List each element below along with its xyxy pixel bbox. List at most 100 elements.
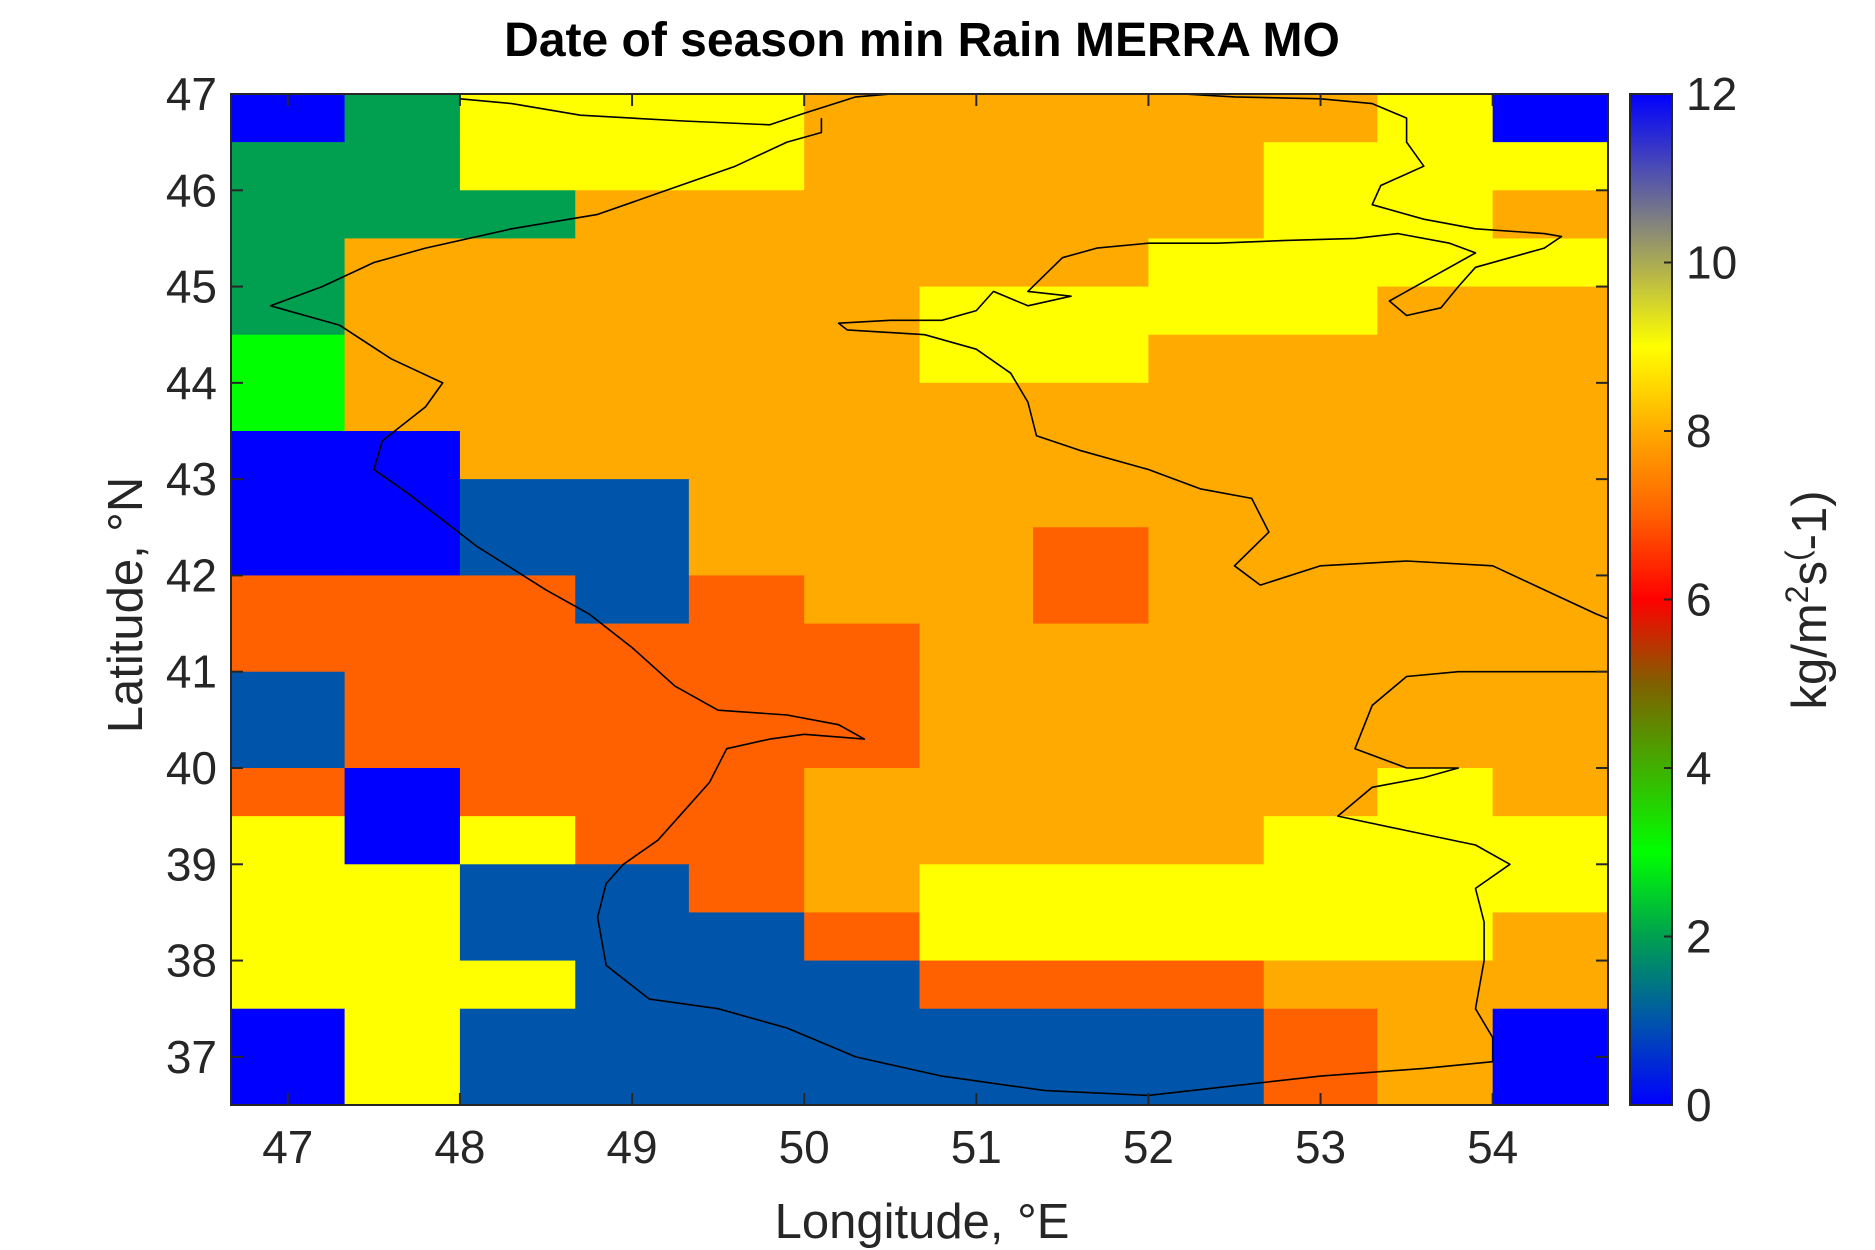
y-tick-label: 45	[166, 261, 217, 313]
heatmap-cell	[688, 142, 805, 191]
heatmap-cell	[1377, 190, 1494, 240]
heatmap-cell	[919, 334, 1034, 384]
heatmap-cell	[1492, 816, 1609, 865]
heatmap-cell	[804, 960, 921, 1010]
heatmap-cell	[804, 142, 921, 191]
colorbar-tick-label: 6	[1686, 574, 1712, 626]
y-tick-label: 37	[166, 1031, 217, 1083]
heatmap-cell	[344, 190, 461, 240]
heatmap-cell	[1492, 431, 1609, 480]
heatmap-cell	[919, 864, 1034, 914]
heatmap-cell	[575, 1008, 690, 1058]
heatmap-cell	[1492, 960, 1609, 1010]
heatmap-cell	[344, 816, 461, 865]
heatmap-cell	[1492, 142, 1609, 191]
heatmap-cell	[1033, 527, 1150, 577]
heatmap-cell	[1377, 623, 1494, 673]
heatmap-cell	[231, 719, 346, 769]
y-tick-label: 44	[166, 357, 217, 409]
x-axis-label: Longitude, °E	[775, 1195, 1070, 1249]
heatmap-cell	[1033, 816, 1150, 865]
heatmap-cell	[344, 719, 461, 769]
heatmap-cell	[1377, 864, 1494, 914]
heatmap-cell	[1148, 960, 1265, 1010]
heatmap-cell	[1148, 382, 1265, 432]
heatmap-cell	[1492, 286, 1609, 336]
heatmap-cell	[1377, 960, 1494, 1010]
heatmap-cell	[231, 527, 346, 577]
y-tick-label: 42	[166, 549, 217, 601]
heatmap-cell	[804, 864, 921, 914]
heatmap-cell	[688, 768, 805, 817]
heatmap-cell	[1033, 575, 1150, 625]
heatmap-cell	[1263, 142, 1378, 191]
heatmap-cell	[344, 1056, 461, 1106]
x-tick-label: 49	[606, 1121, 657, 1173]
heatmap-cell	[1492, 719, 1609, 769]
heatmap-cell	[344, 575, 461, 625]
heatmap-cell	[231, 816, 346, 865]
heatmap-cell	[1492, 864, 1609, 914]
heatmap-cell	[344, 960, 461, 1010]
heatmap-cell	[804, 527, 921, 577]
heatmap-cell	[1263, 431, 1378, 480]
heatmap-cell	[919, 719, 1034, 769]
heatmap-cell	[1263, 816, 1378, 865]
coastlines	[269, 94, 1608, 1097]
heatmap-cell	[688, 575, 805, 625]
heatmap-cell	[231, 190, 346, 240]
heatmap-cell	[1263, 864, 1378, 914]
heatmap-cell	[459, 768, 576, 817]
heatmap-cell	[804, 334, 921, 384]
plot-frame	[230, 93, 1609, 1106]
chart-title: Date of season min Rain MERRA MO	[504, 14, 1340, 67]
heatmap-cell	[459, 864, 576, 914]
heatmap-cell	[1033, 864, 1150, 914]
heatmap-cell	[1263, 382, 1378, 432]
heatmap-cell	[1148, 334, 1265, 384]
heatmap-cell	[688, 238, 805, 288]
heatmap-cell	[459, 960, 576, 1010]
heatmap-cell	[804, 94, 921, 143]
heatmap-cell	[919, 382, 1034, 432]
heatmap-cell	[575, 142, 690, 191]
heatmap-cell	[575, 382, 690, 432]
y-axis: 37 38 39 40 41 42 43 44 45 46 47	[166, 68, 1608, 1083]
heatmap-cell	[1492, 1056, 1609, 1106]
y-tick-label: 40	[166, 742, 217, 794]
heatmap-cell	[459, 719, 576, 769]
heatmap-cell	[1033, 94, 1150, 143]
heatmap-cell	[1148, 238, 1265, 288]
colorbar-label-unit: kg/m	[1783, 603, 1837, 709]
y-tick-label: 41	[166, 646, 217, 698]
heatmap-cell	[688, 527, 805, 577]
heatmap-cell	[1148, 527, 1265, 577]
colorbar-label-s: s	[1783, 561, 1837, 586]
heatmap-cell	[688, 334, 805, 384]
heatmap-cell	[1263, 623, 1378, 673]
heatmap-cell	[231, 1008, 346, 1058]
heatmap-cell	[344, 864, 461, 914]
heatmap-cell	[1377, 334, 1494, 384]
heatmap-cell	[231, 912, 346, 962]
y-tick-label: 38	[166, 935, 217, 987]
x-tick-label: 53	[1295, 1121, 1346, 1173]
heatmap-cell	[575, 671, 690, 721]
heatmap-cell	[919, 671, 1034, 721]
heatmap-cell	[919, 960, 1034, 1010]
heatmap-cell	[1033, 671, 1150, 721]
heatmap-cell	[1377, 94, 1494, 143]
heatmap-cell	[1148, 816, 1265, 865]
heatmap-cell	[804, 382, 921, 432]
heatmap-cell	[804, 1056, 921, 1106]
heatmap-cell	[459, 575, 576, 625]
heatmap-cell	[919, 623, 1034, 673]
heatmap-cell	[1492, 382, 1609, 432]
heatmap-cell	[231, 623, 346, 673]
colorbar-label-exp: 2	[1779, 586, 1815, 604]
heatmap-cell	[344, 623, 461, 673]
heatmap-cell	[1033, 1008, 1150, 1058]
heatmap-cell	[1492, 768, 1609, 817]
heatmap-cell	[231, 431, 346, 480]
